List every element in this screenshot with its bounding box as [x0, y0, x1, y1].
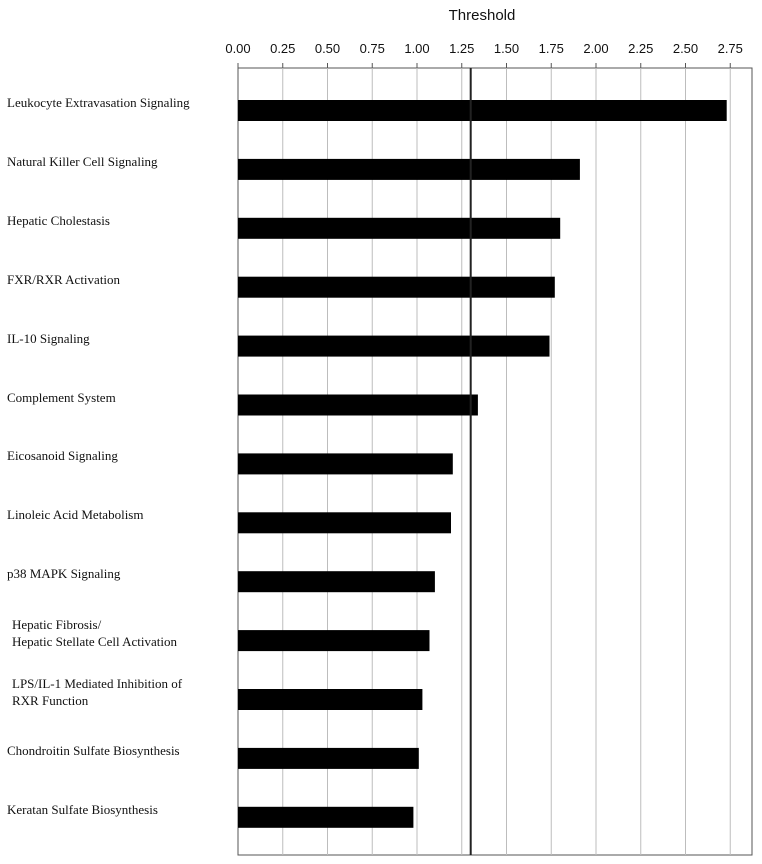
bar — [238, 158, 580, 180]
x-tick-label: 1.50 — [494, 41, 519, 56]
category-label: p38 MAPK Signaling — [7, 565, 120, 582]
category-label: Natural Killer Cell Signaling — [7, 153, 158, 170]
category-label: Chondroitin Sulfate Biosynthesis — [7, 742, 180, 759]
category-label-line: IL-10 Signaling — [7, 330, 90, 346]
category-label-line: FXR/RXR Activation — [7, 271, 121, 287]
bar — [238, 806, 414, 828]
x-tick-label: 0.50 — [315, 41, 340, 56]
bar — [238, 453, 453, 475]
category-label: FXR/RXR Activation — [7, 271, 120, 288]
category-label-line: p38 MAPK Signaling — [7, 566, 121, 582]
x-tick-label: 2.00 — [583, 41, 608, 56]
category-label-line: Complement System — [7, 389, 116, 405]
bars — [238, 100, 727, 828]
x-tick-labels: 0.00 0.25 0.50 0.75 1.00 1.25 1.50 1.75 2.00 2.25… — [225, 41, 743, 68]
x-tick-label: 2.75 — [718, 41, 743, 56]
category-label-line: Leukocyte Extravasation Signaling — [7, 95, 190, 110]
bar — [238, 512, 451, 534]
category-label: Complement System — [7, 389, 116, 406]
category-label-line: Hepatic Fibrosis/ — [12, 616, 102, 632]
bar — [238, 747, 419, 769]
bar — [238, 100, 727, 121]
category-label-line: Hepatic Stellate Cell Activation — [12, 633, 177, 649]
category-label-line: Chondroitin Sulfate Biosynthesis — [7, 742, 180, 758]
x-tick-label: 1.75 — [539, 41, 564, 56]
category-label-line: LPS/IL-1 Mediated Inhibition of — [12, 675, 183, 691]
category-label-line: Linoleic Acid Metabolism — [7, 507, 144, 523]
bar — [238, 571, 435, 593]
chart-title: Threshold — [449, 7, 516, 24]
category-label-line: Eicosanoid Signaling — [7, 448, 118, 464]
bar — [238, 276, 555, 298]
category-label: Hepatic Cholestasis — [7, 212, 110, 229]
category-label-line: RXR Function — [12, 692, 89, 708]
category-label-line: Keratan Sulfate Biosynthesis — [7, 801, 158, 817]
x-tick-label: 0.75 — [360, 41, 385, 56]
bar — [238, 630, 430, 652]
x-tick-label: 1.25 — [449, 41, 474, 56]
category-label: LPS/IL-1 Mediated Inhibition of RXR Funct… — [12, 675, 182, 709]
x-tick-label: 0.25 — [270, 41, 295, 56]
category-label: Keratan Sulfate Biosynthesis — [7, 801, 158, 818]
category-label-line: Natural Killer Cell Signaling — [7, 153, 158, 169]
bar — [238, 335, 550, 357]
category-label-line: Hepatic Cholestasis — [7, 212, 110, 228]
category-label: IL-10 Signaling — [7, 330, 90, 347]
category-label: Hepatic Fibrosis/Hepatic Stellate Cell A… — [12, 616, 177, 650]
category-label: Eicosanoid Signaling — [7, 447, 118, 464]
x-tick-label: 2.25 — [628, 41, 653, 56]
bar — [238, 217, 561, 239]
bar — [238, 394, 478, 416]
bar — [238, 689, 423, 710]
category-label: Leukocyte Extravasation Signaling — [7, 94, 190, 111]
x-tick-label: 0.00 — [225, 41, 250, 56]
x-tick-label: 1.00 — [404, 41, 429, 56]
x-tick-label: 2.50 — [673, 41, 698, 56]
category-label: Linoleic Acid Metabolism — [7, 506, 143, 523]
gridlines — [282, 68, 731, 855]
